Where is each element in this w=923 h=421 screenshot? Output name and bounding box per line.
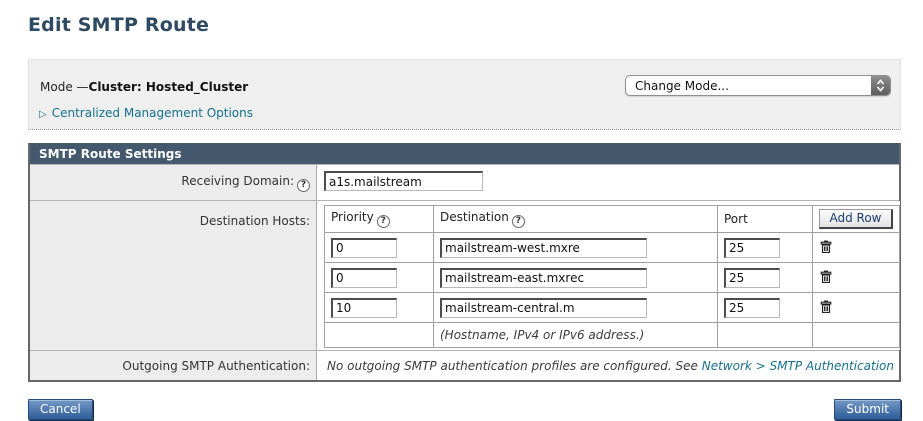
- outgoing-auth-label-cell: Outgoing SMTP Authentication:: [30, 351, 317, 380]
- priority-header-label: Priority: [331, 210, 374, 224]
- priority-input[interactable]: [331, 267, 397, 288]
- destination-column-header: Destination?: [433, 205, 718, 233]
- hosts-note-row: (Hostname, IPv4 or IPv6 address.): [324, 322, 900, 348]
- submit-button[interactable]: Submit: [834, 399, 901, 420]
- outgoing-auth-row: Outgoing SMTP Authentication: No outgoin…: [30, 350, 899, 380]
- change-mode-selected-value: Change Mode...: [635, 78, 729, 93]
- host-row: [324, 292, 900, 323]
- hosts-header-row: Priority? Destination? Port Add Row: [324, 205, 900, 233]
- help-icon[interactable]: ?: [511, 215, 525, 228]
- centralized-management-options-link[interactable]: ▷ Centralized Management Options: [39, 106, 253, 120]
- smtp-route-settings-table: SMTP Route Settings Receiving Domain:? D…: [28, 143, 901, 382]
- edit-smtp-route-page: Edit SMTP Route Mode —Cluster: Hosted_Cl…: [28, 14, 901, 420]
- receiving-domain-row: Receiving Domain:?: [30, 164, 899, 200]
- add-row-header-cell: Add Row: [812, 205, 900, 233]
- centralized-management-options-label: Centralized Management Options: [51, 106, 254, 120]
- network-link[interactable]: Network: [701, 359, 752, 373]
- port-column-header: Port: [717, 205, 813, 233]
- destination-header-label: Destination: [440, 210, 509, 224]
- destination-hosts-value-cell: Priority? Destination? Port Add Row: [317, 201, 900, 350]
- destination-hosts-row: Destination Hosts: Priority? Destination…: [30, 200, 900, 350]
- mode-label: Mode —: [40, 80, 89, 94]
- collapsed-arrow-icon: ▷: [39, 109, 47, 120]
- priority-column-header: Priority?: [324, 205, 434, 233]
- trash-icon: [820, 240, 832, 253]
- outgoing-auth-text: No outgoing SMTP authentication profiles…: [327, 359, 698, 373]
- breadcrumb-separator: >: [755, 359, 766, 373]
- add-row-button[interactable]: Add Row: [819, 209, 893, 229]
- host-row: [324, 262, 900, 293]
- port-header-label: Port: [724, 212, 748, 226]
- section-header: SMTP Route Settings: [30, 143, 899, 164]
- button-bar: Cancel Submit: [28, 399, 901, 420]
- receiving-domain-input[interactable]: [324, 171, 483, 191]
- receiving-domain-label-cell: Receiving Domain:?: [30, 165, 317, 200]
- mode-panel: Mode —Cluster: Hosted_Cluster Change Mod…: [28, 59, 901, 130]
- outgoing-auth-value-cell: No outgoing SMTP authentication profiles…: [317, 351, 899, 380]
- destination-input[interactable]: [440, 297, 647, 318]
- change-mode-select[interactable]: Change Mode...: [625, 75, 891, 96]
- receiving-domain-label: Receiving Domain:: [181, 174, 294, 188]
- page-title: Edit SMTP Route: [28, 14, 210, 36]
- outgoing-auth-label: Outgoing SMTP Authentication:: [122, 359, 310, 373]
- select-stepper-icon: [871, 76, 890, 95]
- mode-line: Mode —Cluster: Hosted_Cluster: [40, 80, 248, 94]
- destination-hosts-label: Destination Hosts:: [199, 214, 310, 228]
- port-input[interactable]: [724, 237, 780, 258]
- destination-input[interactable]: [440, 237, 647, 258]
- priority-input[interactable]: [331, 237, 397, 258]
- delete-row-button[interactable]: [819, 299, 833, 314]
- smtp-authentication-link[interactable]: SMTP Authentication: [769, 359, 895, 373]
- port-input[interactable]: [724, 267, 780, 288]
- destination-input[interactable]: [440, 267, 647, 288]
- destination-hosts-label-cell: Destination Hosts:: [30, 201, 317, 350]
- help-icon[interactable]: ?: [376, 215, 390, 228]
- host-row: [324, 232, 900, 263]
- help-icon[interactable]: ?: [297, 179, 310, 192]
- cancel-button[interactable]: Cancel: [28, 399, 93, 420]
- receiving-domain-value-cell: [317, 165, 899, 200]
- priority-input[interactable]: [331, 297, 397, 318]
- destination-hosts-table: Priority? Destination? Port Add Row: [324, 205, 900, 348]
- trash-icon: [820, 270, 832, 283]
- port-input[interactable]: [724, 297, 780, 318]
- mode-value: Cluster: Hosted_Cluster: [88, 80, 249, 94]
- hostname-format-note: (Hostname, IPv4 or IPv6 address.): [433, 322, 718, 348]
- delete-row-button[interactable]: [819, 269, 833, 284]
- trash-icon: [820, 300, 832, 313]
- delete-row-button[interactable]: [819, 239, 833, 254]
